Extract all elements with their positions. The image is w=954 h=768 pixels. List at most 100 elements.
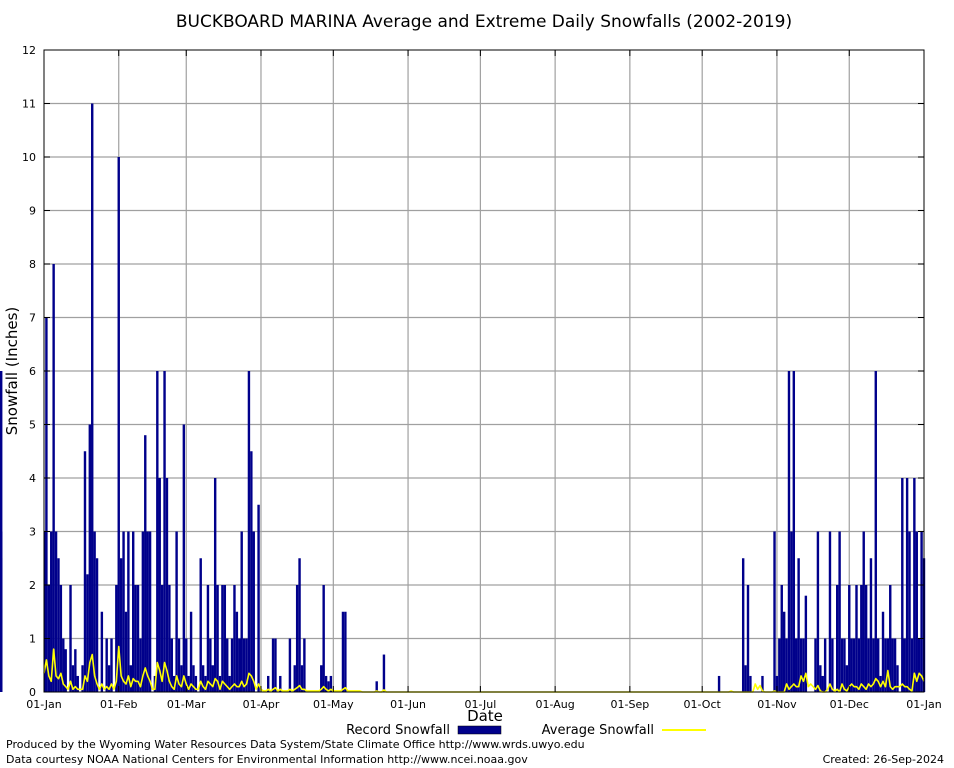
y-axis-label: Snowfall (Inches) — [3, 307, 21, 435]
record-snowfall-bar — [165, 478, 169, 692]
record-snowfall-bar — [298, 558, 301, 692]
record-snowfall-bar — [881, 611, 885, 692]
record-snowfall-bar — [886, 638, 890, 692]
record-snowfall-bar — [156, 371, 159, 692]
legend-average-label: Average Snowfall — [542, 723, 654, 738]
record-snowfall-bar — [257, 504, 260, 692]
record-snowfall-bar — [792, 371, 796, 692]
record-snowfall-bar — [327, 681, 330, 692]
record-snowfall-bar — [797, 558, 800, 692]
record-snowfall-bar — [144, 435, 147, 692]
legend-record-swatch — [457, 725, 502, 735]
record-snowfall-bar — [124, 611, 128, 692]
record-snowfall-bar — [872, 638, 875, 692]
y-tick-label: 7 — [29, 312, 36, 325]
record-snowfall-bar — [148, 531, 152, 692]
record-snowfall-bar — [341, 611, 345, 692]
y-tick-label: 6 — [29, 365, 36, 378]
legend-record-label: Record Snowfall — [346, 723, 450, 738]
record-snowfall-bar — [876, 638, 880, 692]
x-tick-label: 01-Mar — [167, 698, 206, 711]
y-tick-label: 9 — [29, 205, 36, 218]
record-snowfall-bar — [57, 558, 60, 692]
record-snowfall-bar — [910, 638, 914, 692]
record-snowfall-bar — [201, 665, 205, 692]
record-snowfall-bar — [81, 665, 84, 692]
record-snowfall-bar — [329, 675, 333, 692]
record-snowfall-bar — [230, 638, 234, 692]
record-snowfall-bar — [221, 585, 224, 692]
record-snowfall-bar — [814, 638, 817, 692]
record-snowfall-bar — [132, 531, 135, 692]
record-snowfall-bar — [122, 531, 125, 692]
record-snowfall-bar — [288, 638, 292, 692]
record-snowfall-bar — [903, 638, 906, 692]
record-snowfall-bar — [177, 638, 181, 692]
record-snowfall-bar — [893, 638, 897, 692]
record-snowfall-bar — [775, 675, 779, 692]
record-snowfall-bar — [105, 638, 108, 692]
record-snowfall-bar — [52, 264, 55, 692]
record-snowfall-bar — [192, 665, 195, 692]
y-tick-label: 2 — [29, 579, 36, 592]
record-snowfall-bar — [168, 585, 171, 692]
record-snowfall-bar — [852, 638, 856, 692]
record-snowfall-bar — [802, 638, 805, 692]
record-snowfall-bar — [158, 478, 161, 692]
record-snowfall-bar — [110, 638, 113, 692]
record-snowfall-bar — [250, 451, 253, 692]
record-snowfall-bar — [799, 638, 803, 692]
record-snowfall-bar — [855, 585, 858, 692]
record-snowfall-bar — [274, 638, 277, 692]
record-snowfall-bar — [93, 531, 96, 692]
y-tick-label: 0 — [29, 686, 36, 699]
record-snowfall-bar — [175, 531, 178, 692]
record-snowfall-bar — [840, 638, 844, 692]
record-snowfall-bar — [172, 675, 176, 692]
record-snowfall-bar — [279, 675, 282, 692]
record-snowfall-bar — [884, 638, 887, 692]
record-snowfall-bar — [204, 675, 207, 692]
created-date: Created: 26-Sep-2024 — [823, 753, 944, 766]
record-snowfall-bar — [845, 665, 849, 692]
credit-line-1: Produced by the Wyoming Water Resources … — [6, 738, 585, 751]
record-snowfall-bar — [857, 638, 861, 692]
record-snowfall-bar — [45, 317, 48, 692]
x-axis-label: Date — [467, 707, 503, 725]
record-snowfall-bar — [761, 675, 764, 692]
record-snowfall-bar — [136, 585, 140, 692]
record-snowfall-bar — [160, 585, 164, 692]
record-snowfall-bar — [163, 371, 166, 692]
x-tick-label: 01-Nov — [757, 698, 797, 711]
record-snowfall-bar — [717, 675, 721, 692]
record-snowfall-bar — [879, 675, 882, 692]
chart-title: BUCKBOARD MARINA Average and Extreme Dai… — [176, 12, 792, 32]
record-snowfall-bar — [235, 611, 239, 692]
record-snowfall-bar — [100, 611, 104, 692]
x-tick-label: 01-Jun — [390, 698, 426, 711]
record-snowfall-bar — [293, 665, 296, 692]
record-snowfall-bar — [869, 558, 873, 692]
record-snowfall-bar — [0, 558, 3, 692]
record-snowfall-bar — [88, 424, 92, 692]
y-tick-label: 10 — [22, 151, 36, 164]
record-snowfall-bar — [785, 638, 788, 692]
record-snowfall-bar — [816, 531, 820, 692]
record-snowfall-bar — [896, 665, 899, 692]
legend: Record Snowfall Average Snowfall — [346, 723, 706, 738]
record-snowfall-bar — [129, 665, 132, 692]
x-tick-label: 01-Apr — [243, 698, 280, 711]
record-snowfall-bar — [920, 531, 923, 692]
record-snowfall-bar — [216, 585, 219, 692]
x-tick-label: 01-Jul — [464, 698, 496, 711]
record-snowfall-bar — [209, 638, 212, 692]
record-snowfall-bar — [54, 531, 58, 692]
record-snowfall-bar — [836, 585, 839, 692]
record-snowfall-bar — [146, 531, 149, 692]
y-tick-label: 8 — [29, 258, 36, 271]
record-snowfall-bar — [139, 638, 142, 692]
record-snowfall-bar — [821, 675, 824, 692]
x-tick-label: 01-Feb — [100, 698, 137, 711]
record-snowfall-bar — [749, 675, 752, 692]
record-snowfall-bar — [107, 665, 111, 692]
